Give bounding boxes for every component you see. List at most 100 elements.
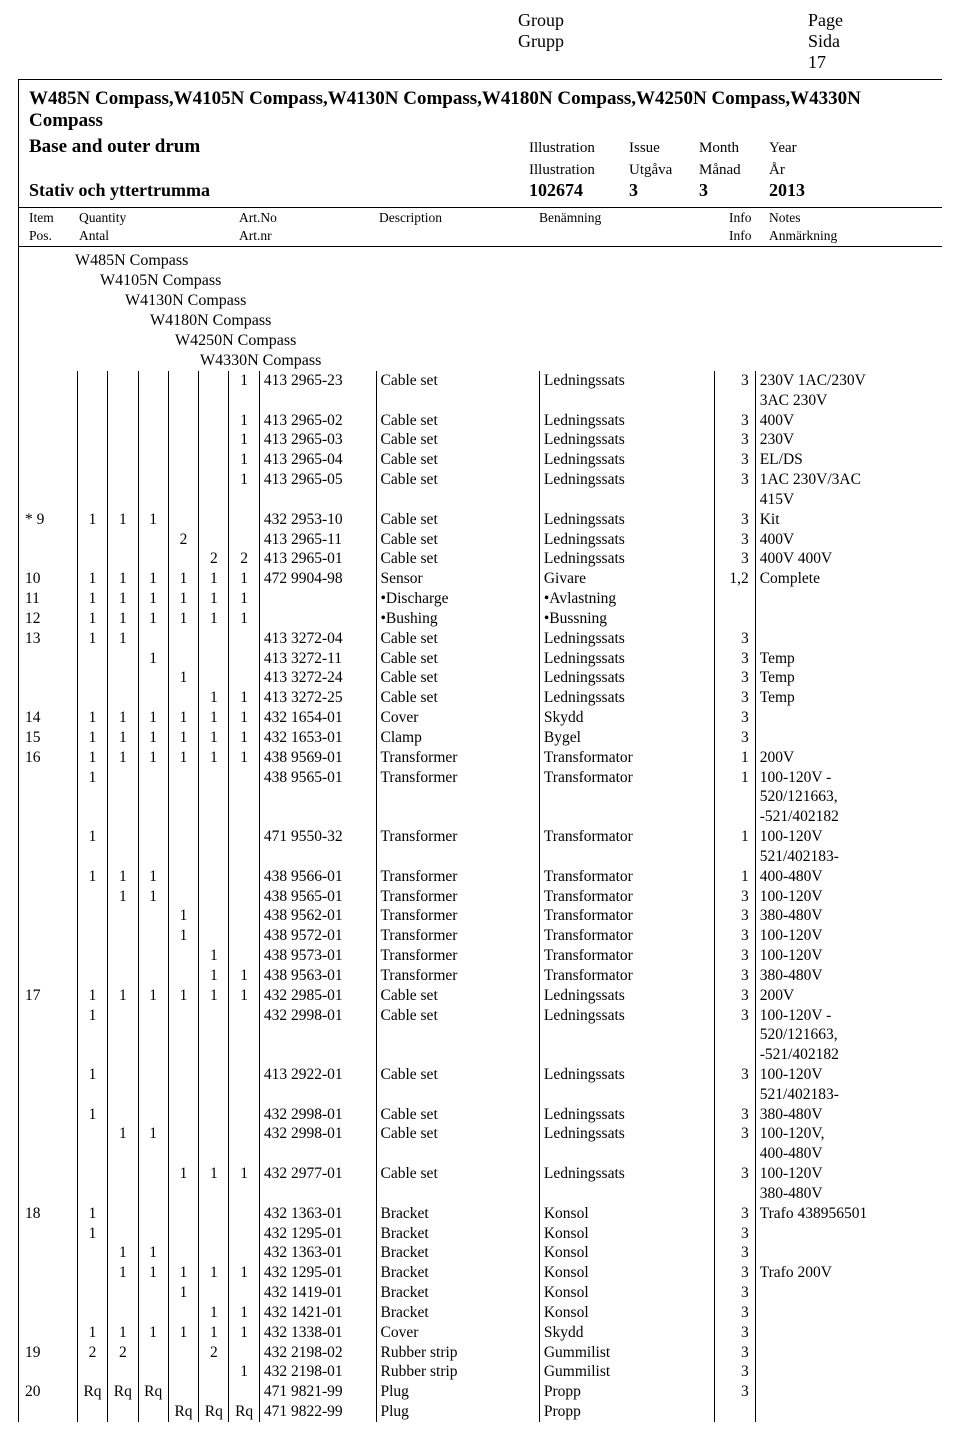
cell-artno: 432 1338-01 <box>259 1323 376 1343</box>
cell-item <box>19 1065 77 1105</box>
cell-artno: 438 9572-01 <box>259 926 376 946</box>
cell-qty <box>77 926 107 946</box>
cell-item <box>19 1243 77 1263</box>
cell-description: Cable set <box>376 668 539 688</box>
col-art-sv: Art.nr <box>239 228 379 244</box>
cell-info: 3 <box>714 1243 755 1263</box>
cell-notes: Temp <box>755 668 942 688</box>
table-row: 1413 3272-24Cable setLedningssats3Temp <box>19 668 942 688</box>
cell-qty: 1 <box>138 1243 168 1263</box>
cell-qty <box>108 966 138 986</box>
cell-description: Rubber strip <box>376 1362 539 1382</box>
cell-qty <box>138 906 168 926</box>
cell-qty <box>199 1224 229 1244</box>
cell-notes: EL/DS <box>755 450 942 470</box>
table-row: 16111111438 9569-01TransformerTransforma… <box>19 748 942 768</box>
cell-benamning: Bygel <box>539 728 714 748</box>
cell-info: 3 <box>714 966 755 986</box>
table-row: 10111111472 9904-98SensorGivare1,2Comple… <box>19 569 942 589</box>
col-notes-en: Notes <box>769 210 889 226</box>
cell-item <box>19 371 77 411</box>
cell-artno: 413 2965-23 <box>259 371 376 411</box>
col-qty-sv: Antal <box>79 228 239 244</box>
cell-info <box>714 589 755 609</box>
cell-artno <box>259 609 376 629</box>
cell-qty <box>108 1402 138 1422</box>
header-page-en: Page <box>808 10 928 31</box>
cell-notes <box>755 1402 942 1422</box>
cell-qty: 1 <box>168 906 198 926</box>
cell-artno: 438 9569-01 <box>259 748 376 768</box>
cell-item <box>19 926 77 946</box>
cell-benamning: •Avlastning <box>539 589 714 609</box>
cell-qty: 1 <box>108 1323 138 1343</box>
cell-benamning: Transformator <box>539 827 714 867</box>
subtitle-en: Base and outer drum <box>29 136 529 158</box>
cell-notes: 230V <box>755 430 942 450</box>
cell-notes: 100-120V - 520/121663, -521/402182 <box>755 1006 942 1065</box>
cell-item <box>19 1263 77 1283</box>
cell-description: Rubber strip <box>376 1343 539 1363</box>
cell-notes: 400V <box>755 411 942 431</box>
cell-qty <box>168 887 198 907</box>
cell-qty <box>77 1124 107 1164</box>
cell-item <box>19 1303 77 1323</box>
cell-qty <box>229 1283 259 1303</box>
cell-qty: 1 <box>199 708 229 728</box>
model-hierarchy: W485N Compass W4105N Compass W4130N Comp… <box>19 247 942 371</box>
cell-qty: 1 <box>138 510 168 530</box>
table-row: 19222432 2198-02Rubber stripGummilist3 <box>19 1343 942 1363</box>
cell-qty <box>138 688 168 708</box>
cell-info: 3 <box>714 1224 755 1244</box>
cell-qty: 1 <box>199 569 229 589</box>
table-row: 1432 1419-01BracketKonsol3 <box>19 1283 942 1303</box>
cell-benamning: Ledningssats <box>539 1006 714 1065</box>
cell-qty: 1 <box>199 589 229 609</box>
cell-notes: 230V 1AC/230V 3AC 230V <box>755 371 942 411</box>
cell-item <box>19 1402 77 1422</box>
cell-notes: 380-480V <box>755 1105 942 1125</box>
cell-qty <box>229 1343 259 1363</box>
cell-artno: 413 3272-11 <box>259 649 376 669</box>
cell-qty <box>229 530 259 550</box>
cell-item <box>19 1323 77 1343</box>
cell-qty <box>199 1362 229 1382</box>
table-row: 111432 2977-01Cable setLedningssats3100-… <box>19 1164 942 1204</box>
cell-benamning: Ledningssats <box>539 986 714 1006</box>
table-row: 12111111•Bushing•Bussning <box>19 609 942 629</box>
cell-qty <box>168 1224 198 1244</box>
cell-description: Transformer <box>376 906 539 926</box>
cell-qty <box>229 946 259 966</box>
col-info-en: Info <box>729 210 769 226</box>
cell-qty <box>77 549 107 569</box>
cell-qty <box>168 1204 198 1224</box>
cell-notes <box>755 629 942 649</box>
cell-info: 3 <box>714 1303 755 1323</box>
cell-description: Plug <box>376 1382 539 1402</box>
cell-item <box>19 1362 77 1382</box>
cell-qty <box>138 1105 168 1125</box>
cell-benamning: Transformator <box>539 748 714 768</box>
header-page-num: 17 <box>808 52 928 73</box>
cell-qty <box>138 668 168 688</box>
cell-item <box>19 549 77 569</box>
table-row: 14111111432 1654-01CoverSkydd3 <box>19 708 942 728</box>
cell-qty <box>199 430 229 450</box>
cell-qty <box>108 827 138 867</box>
cell-description: Cable set <box>376 411 539 431</box>
cell-item: 16 <box>19 748 77 768</box>
cell-benamning: •Bussning <box>539 609 714 629</box>
cell-description: Bracket <box>376 1263 539 1283</box>
cell-qty <box>108 1204 138 1224</box>
cell-benamning: Transformator <box>539 906 714 926</box>
cell-artno: 432 1653-01 <box>259 728 376 748</box>
cell-artno: 432 1421-01 <box>259 1303 376 1323</box>
cell-description: Cable set <box>376 649 539 669</box>
cell-qty <box>168 371 198 411</box>
cell-description: Cover <box>376 708 539 728</box>
cell-qty: 1 <box>77 728 107 748</box>
cell-qty: 1 <box>77 1204 107 1224</box>
cell-qty: 2 <box>229 549 259 569</box>
cell-qty: 1 <box>199 966 229 986</box>
cell-info: 3 <box>714 1283 755 1303</box>
